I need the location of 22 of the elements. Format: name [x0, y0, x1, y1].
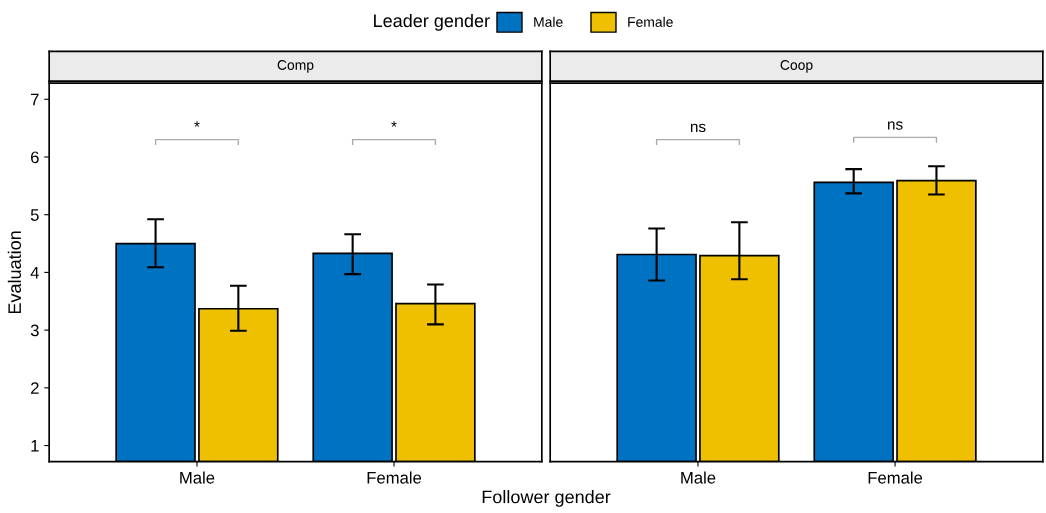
y-axis-title: Evaluation: [7, 231, 22, 314]
x-tick-label: Male: [681, 471, 716, 484]
y-tick-label: 1: [31, 440, 39, 452]
x-tick-label: Male: [180, 471, 215, 484]
x-tick-label: Female: [367, 471, 422, 484]
y-tick-label: 2: [31, 382, 39, 394]
y-tick-label: 7: [31, 93, 39, 106]
chart-title: Coop: [780, 60, 813, 73]
y-tick-label: 4: [30, 266, 39, 279]
legend-label: Male: [534, 16, 563, 27]
y-tick-label: 6: [31, 151, 39, 164]
legend-title: Leader gender: [374, 13, 490, 31]
legend-label: Female: [628, 16, 673, 27]
annotation: ns: [888, 121, 903, 130]
x-tick-label: Female: [868, 471, 923, 484]
y-tick-label: 3: [30, 324, 39, 337]
annotation: *: [194, 121, 200, 127]
chart-title: Comp: [277, 60, 314, 73]
annotation: ns: [690, 123, 706, 133]
y-tick-label: 5: [30, 209, 39, 221]
x-axis-title: Follower gender: [482, 490, 611, 507]
annotation: *: [391, 121, 397, 127]
